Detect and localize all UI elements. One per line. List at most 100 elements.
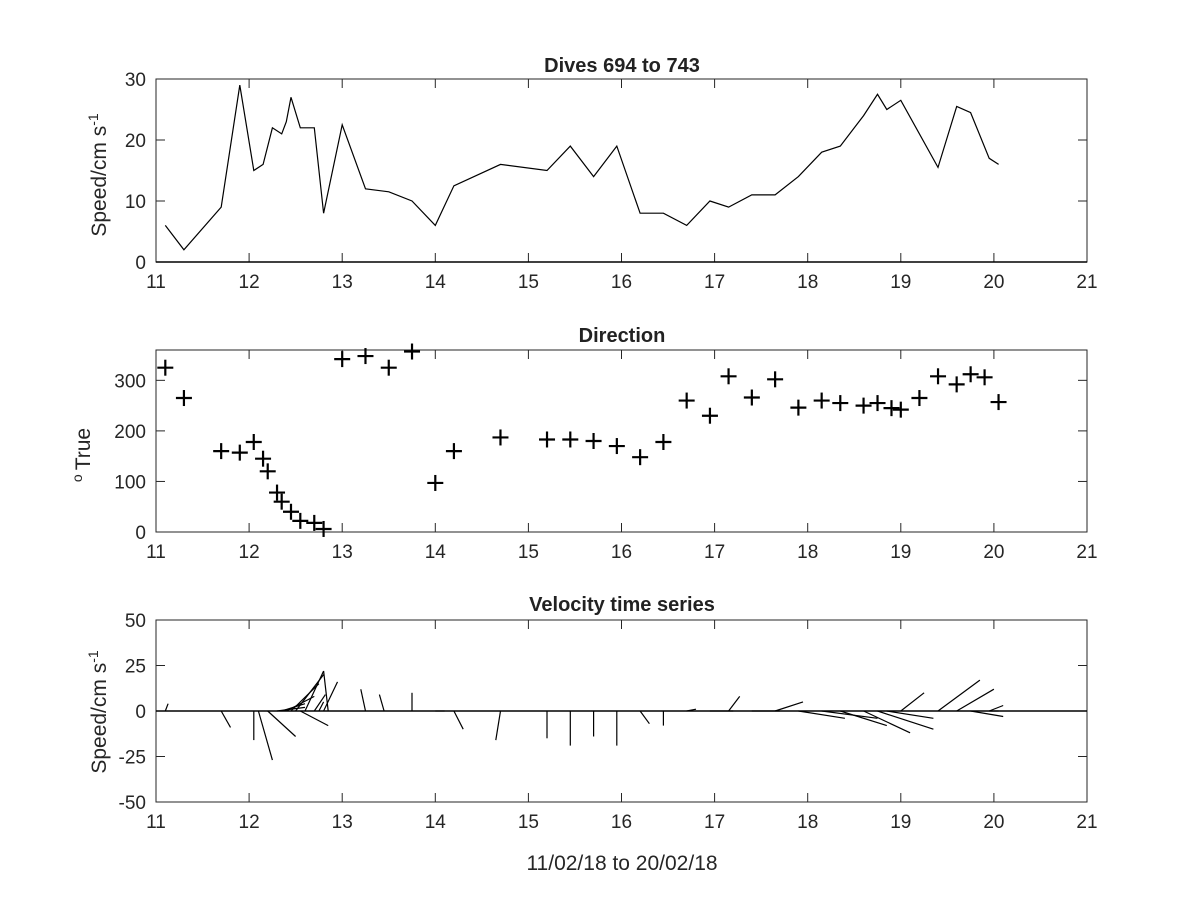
direction-point bbox=[790, 399, 807, 416]
velocity-stick bbox=[639, 710, 650, 725]
y-tick-label: 10 bbox=[125, 192, 146, 213]
direction-point bbox=[962, 366, 979, 383]
y-tick-label: -25 bbox=[119, 748, 146, 769]
velocity-stick bbox=[313, 694, 326, 712]
velocity-stick bbox=[360, 689, 367, 712]
x-tick-label: 16 bbox=[611, 272, 632, 293]
direction-point bbox=[832, 395, 849, 412]
y-tick-label: -50 bbox=[119, 793, 146, 814]
direction-point bbox=[655, 434, 672, 451]
velocity-title: Velocity time series bbox=[529, 594, 715, 616]
velocity-stick bbox=[956, 688, 995, 712]
velocity-ylabel: Speed/cm s-1 bbox=[85, 650, 111, 774]
direction-point bbox=[855, 397, 872, 414]
direction-point bbox=[357, 348, 374, 365]
x-tick-label: 13 bbox=[332, 812, 353, 833]
direction-point bbox=[445, 443, 462, 460]
velocity-xticks: 11 12 13 14 15 16 17 18 19 20 21 bbox=[146, 620, 1098, 833]
direction-point bbox=[539, 431, 556, 448]
velocity-ylabel-text: Speed/cm s bbox=[88, 663, 111, 774]
x-tick-label: 14 bbox=[425, 272, 447, 293]
x-tick-label: 21 bbox=[1076, 812, 1097, 833]
x-tick-label: 17 bbox=[704, 542, 725, 563]
x-tick-label: 19 bbox=[890, 812, 911, 833]
direction-point bbox=[213, 443, 230, 460]
y-tick-label: 50 bbox=[125, 611, 146, 632]
y-tick-label: 200 bbox=[114, 422, 146, 443]
x-tick-label: 15 bbox=[518, 272, 539, 293]
y-tick-label: 0 bbox=[135, 253, 146, 274]
direction-point bbox=[632, 449, 649, 466]
direction-point bbox=[315, 520, 332, 537]
x-tick-label: 20 bbox=[983, 542, 1004, 563]
velocity-stick bbox=[304, 670, 325, 712]
direction-point bbox=[743, 389, 760, 406]
velocity-stick bbox=[840, 710, 887, 727]
x-tick-label: 18 bbox=[797, 542, 818, 563]
direction-point bbox=[892, 401, 909, 418]
velocity-stick bbox=[988, 704, 1004, 712]
velocity-xlabel: 11/02/18 to 20/02/18 bbox=[526, 852, 717, 875]
x-tick-label: 16 bbox=[611, 542, 632, 563]
velocity-stick bbox=[886, 710, 934, 719]
direction-point bbox=[306, 514, 323, 531]
velocity-stick bbox=[378, 694, 385, 712]
speed-title: Dives 694 to 743 bbox=[544, 55, 700, 77]
velocity-stick bbox=[290, 683, 320, 712]
direction-ylabel-text: True bbox=[72, 428, 95, 470]
direction-point bbox=[175, 390, 192, 407]
x-tick-label: 13 bbox=[332, 542, 353, 563]
velocity-stick bbox=[774, 701, 804, 712]
velocity-plot-area bbox=[156, 670, 1087, 761]
x-tick-label: 18 bbox=[797, 812, 818, 833]
direction-point bbox=[813, 392, 830, 409]
x-tick-label: 12 bbox=[239, 272, 260, 293]
direction-point bbox=[869, 395, 886, 412]
x-tick-label: 18 bbox=[797, 272, 818, 293]
x-tick-label: 15 bbox=[518, 812, 539, 833]
direction-point bbox=[255, 450, 272, 467]
x-tick-label: 11 bbox=[146, 812, 166, 833]
direction-ylabel-sup: o bbox=[69, 474, 85, 482]
direction-point bbox=[245, 434, 262, 451]
x-tick-label: 17 bbox=[704, 272, 725, 293]
y-tick-label: 25 bbox=[125, 657, 146, 678]
direction-point bbox=[334, 351, 351, 368]
x-tick-label: 15 bbox=[518, 542, 539, 563]
direction-point bbox=[608, 438, 625, 455]
speed-axes-frame bbox=[155, 78, 1088, 263]
y-tick-label: 0 bbox=[135, 523, 146, 544]
direction-point bbox=[701, 407, 718, 424]
velocity-stick bbox=[257, 710, 273, 761]
x-tick-label: 19 bbox=[890, 542, 911, 563]
velocity-stick bbox=[821, 710, 878, 719]
direction-plot-area bbox=[157, 343, 1007, 537]
direction-point bbox=[678, 392, 695, 409]
x-tick-label: 16 bbox=[611, 812, 632, 833]
velocity-stick bbox=[453, 710, 464, 730]
velocity-stick bbox=[323, 681, 339, 712]
x-tick-label: 11 bbox=[146, 542, 166, 563]
direction-point bbox=[720, 368, 737, 385]
direction-point bbox=[269, 484, 286, 501]
velocity-yticks: -50 -25 0 25 50 bbox=[119, 611, 1087, 814]
direction-point bbox=[585, 433, 602, 449]
direction-point bbox=[948, 376, 965, 393]
velocity-stick bbox=[318, 701, 325, 712]
velocity-stick bbox=[267, 710, 297, 737]
direction-point bbox=[259, 463, 276, 480]
speed-series-line bbox=[164, 85, 999, 251]
velocity-stick bbox=[863, 710, 911, 734]
speed-plot-area bbox=[156, 85, 1087, 263]
direction-yticks: 0 100 200 300 bbox=[114, 371, 1087, 544]
direction-point bbox=[282, 503, 299, 520]
x-tick-label: 13 bbox=[332, 272, 353, 293]
direction-point bbox=[231, 444, 248, 461]
direction-point bbox=[767, 371, 784, 388]
direction-point bbox=[427, 474, 444, 491]
direction-axes-frame bbox=[155, 349, 1088, 533]
velocity-stick bbox=[728, 696, 741, 712]
velocity-stick bbox=[877, 710, 934, 730]
velocity-ylabel-sup: -1 bbox=[85, 650, 101, 663]
direction-point bbox=[157, 359, 174, 376]
